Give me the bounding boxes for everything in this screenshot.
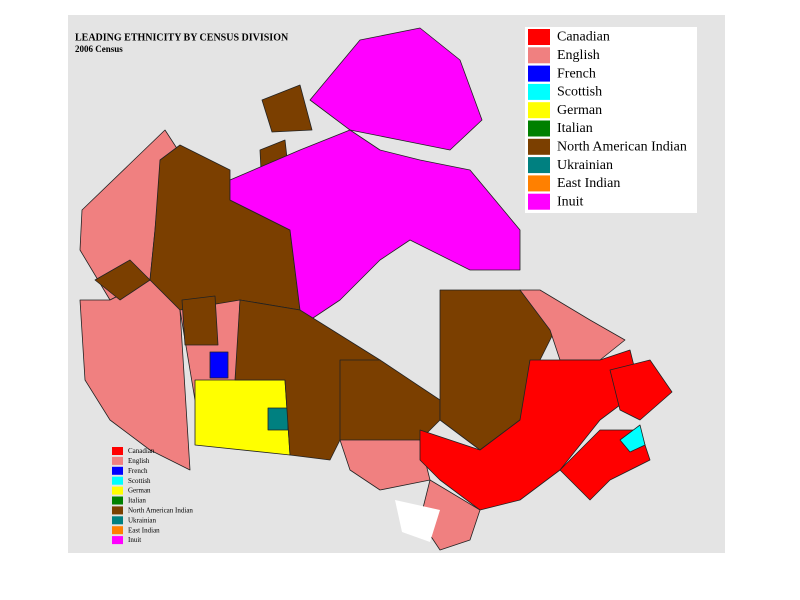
legend-swatch — [528, 120, 550, 137]
legend-label: German — [557, 103, 602, 118]
labrador — [519, 289, 626, 361]
inset-legend-swatch — [112, 486, 123, 495]
inset-legend-swatch — [112, 526, 123, 535]
legend-label: Canadian — [557, 30, 610, 45]
legend-label: Italian — [557, 121, 593, 136]
legend-swatch — [528, 29, 550, 45]
legend-label: English — [557, 48, 600, 63]
legend: Canadian English French Scottish German Itali… — [525, 27, 697, 213]
legend-swatch — [528, 47, 550, 64]
inset-legend-swatch — [112, 536, 123, 545]
legend-label: East Indian — [557, 176, 620, 191]
inset-legend-label: Scottish — [128, 477, 151, 485]
inset-legend-label: French — [128, 467, 148, 475]
nova-scotia-scottish — [619, 424, 646, 453]
inset-legend-swatch — [112, 496, 123, 505]
inset-legend-label: German — [128, 487, 151, 495]
arctic-islands — [309, 27, 483, 151]
inset-legend: Canadian English French Scottish German Itali… — [112, 447, 193, 544]
ontario-west — [339, 439, 431, 491]
legend-swatch — [528, 83, 550, 100]
legend-label: French — [557, 66, 596, 81]
inset-legend-swatch — [112, 506, 123, 515]
inset-legend-label: English — [128, 457, 150, 465]
newfoundland — [609, 359, 673, 421]
french-region — [209, 351, 229, 379]
legend-label: Ukrainian — [557, 158, 613, 173]
inset-legend-label: Canadian — [128, 447, 155, 455]
alberta-north — [181, 295, 219, 346]
legend-swatch — [528, 193, 550, 210]
inset-legend-swatch — [112, 466, 123, 475]
legend-label: North American Indian — [557, 140, 687, 155]
map-subtitle: 2006 Census — [75, 44, 123, 54]
great-lakes — [395, 500, 440, 542]
legend-swatch — [528, 175, 550, 192]
ukrainian-region — [267, 407, 289, 431]
map-title: LEADING ETHNICITY BY CENSUS DIVISION — [75, 32, 289, 43]
nunavut — [229, 129, 521, 321]
inset-legend-label: East Indian — [128, 526, 160, 534]
legend-swatch — [528, 102, 550, 119]
legend-swatch — [528, 138, 550, 155]
western-islands — [261, 84, 313, 133]
inset-legend-label: Italian — [128, 497, 146, 505]
inset-legend-swatch — [112, 456, 123, 465]
inset-legend-swatch — [112, 476, 123, 485]
inset-legend-label: North American Indian — [128, 507, 193, 515]
legend-swatch — [528, 157, 550, 174]
legend-box — [525, 27, 697, 213]
inset-legend-label: Ukrainian — [128, 516, 156, 524]
legend-label: Scottish — [557, 85, 602, 100]
inset-legend-label: Inuit — [128, 536, 141, 544]
inset-legend-swatch — [112, 447, 123, 455]
bc-north — [94, 259, 151, 301]
legend-swatch — [528, 65, 550, 82]
map-regions — [79, 27, 673, 551]
legend-label: Inuit — [557, 194, 584, 209]
inset-legend-swatch — [112, 516, 123, 525]
